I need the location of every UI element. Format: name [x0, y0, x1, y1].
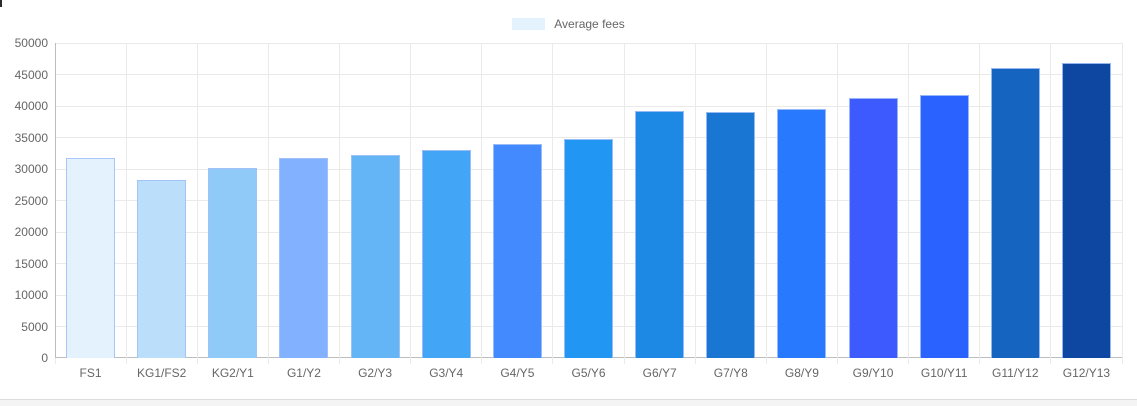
x-tick-label: G6/Y7	[642, 366, 677, 380]
y-tick-label: 10000	[14, 288, 48, 302]
bar-kg1-fs2[interactable]	[137, 180, 187, 358]
gridline-vertical	[908, 43, 910, 358]
x-tick-mark	[125, 358, 127, 364]
x-tick-mark	[339, 358, 341, 364]
gridline-horizontal	[55, 74, 1122, 75]
x-tick-mark	[1050, 358, 1052, 364]
bar-kg2-y1[interactable]	[208, 168, 258, 358]
x-tick-mark	[54, 358, 56, 364]
gridline-vertical	[979, 43, 981, 358]
x-tick-mark	[410, 358, 412, 364]
gridline-horizontal	[55, 42, 1122, 44]
y-tick-label: 20000	[14, 225, 48, 239]
bottom-panel-edge	[0, 399, 1137, 406]
screen-edge-artifact	[0, 0, 2, 7]
gridline-horizontal	[55, 137, 1122, 138]
y-axis-line	[54, 43, 56, 358]
x-tick-label: G12/Y13	[1062, 366, 1111, 380]
x-tick-label: G9/Y10	[852, 366, 894, 380]
x-tick-mark	[623, 358, 625, 364]
y-tick-label: 15000	[14, 256, 48, 271]
y-tick-label: 40000	[14, 99, 48, 113]
x-tick-label: G2/Y3	[358, 366, 393, 380]
bar-g8-y9[interactable]	[777, 109, 827, 358]
x-tick-label: G10/Y11	[920, 366, 968, 380]
y-tick-label: 50000	[14, 36, 48, 50]
y-tick-label: 30000	[14, 162, 48, 176]
gridline-vertical	[481, 43, 483, 358]
bar-g3-y4[interactable]	[421, 150, 471, 358]
x-tick-mark	[267, 358, 269, 364]
bar-fs1[interactable]	[66, 157, 116, 358]
gridline-vertical	[339, 43, 341, 358]
x-tick-label: G1/Y2	[286, 366, 321, 380]
x-tick-mark	[694, 358, 696, 364]
x-tick-label: KG1/FS2	[137, 366, 187, 380]
bar-g10-y11[interactable]	[919, 95, 969, 358]
y-tick-label: 0	[41, 351, 48, 365]
gridline-vertical	[552, 43, 554, 358]
gridline-vertical	[623, 43, 625, 358]
bar-g5-y6[interactable]	[564, 139, 613, 358]
gridline-vertical	[694, 43, 696, 358]
gridline-vertical	[410, 43, 412, 358]
gridline-vertical	[196, 43, 198, 358]
legend-label: Average fees	[554, 17, 625, 31]
chart-legend[interactable]: Average fees	[0, 17, 1137, 31]
gridline-vertical	[125, 43, 127, 358]
gridline-vertical	[765, 43, 767, 358]
gridline-vertical	[1050, 43, 1052, 358]
bar-g7-y8[interactable]	[706, 112, 756, 358]
x-tick-mark	[1121, 358, 1123, 364]
gridline-horizontal	[55, 105, 1122, 107]
gridline-vertical	[267, 43, 269, 358]
x-tick-label: G8/Y9	[784, 366, 819, 380]
x-tick-label: G3/Y4	[429, 366, 464, 380]
plot-area	[54, 42, 1123, 364]
bar-g2-y3[interactable]	[350, 154, 400, 358]
bar-g12-y13[interactable]	[1061, 63, 1111, 358]
x-tick-label: FS1	[79, 366, 102, 380]
x-tick-mark	[765, 358, 767, 364]
gridline-vertical	[1121, 43, 1123, 358]
x-tick-mark	[552, 358, 554, 364]
legend-swatch-average-fees	[512, 18, 546, 30]
y-tick-label: 5000	[21, 319, 48, 334]
x-tick-mark	[908, 358, 910, 364]
x-tick-mark	[481, 358, 483, 364]
gridline-vertical	[836, 43, 838, 358]
x-tick-label: G4/Y5	[500, 366, 535, 380]
x-tick-label: KG2/Y1	[211, 366, 254, 380]
bar-g11-y12[interactable]	[990, 67, 1040, 358]
x-tick-label: G11/Y12	[992, 366, 1039, 380]
bar-g1-y2[interactable]	[279, 157, 329, 358]
x-tick-mark	[196, 358, 198, 364]
bar-g6-y7[interactable]	[635, 111, 685, 358]
y-tick-label: 45000	[14, 67, 48, 82]
x-tick-label: G5/Y6	[571, 366, 606, 380]
bar-g4-y5[interactable]	[492, 144, 542, 358]
x-tick-mark	[979, 358, 981, 364]
y-tick-label: 25000	[14, 193, 48, 208]
y-tick-label: 35000	[14, 130, 48, 145]
x-tick-label: G7/Y8	[713, 366, 748, 380]
x-tick-mark	[836, 358, 838, 364]
bar-g9-y10[interactable]	[848, 97, 898, 358]
